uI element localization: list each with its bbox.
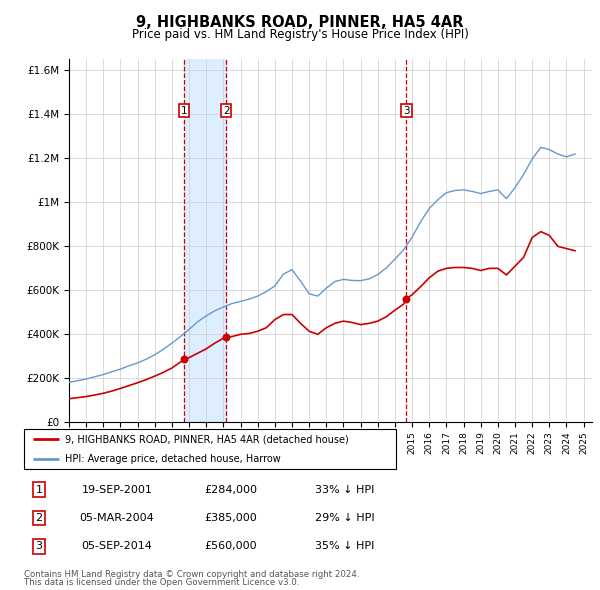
Text: 1: 1 [181,106,188,116]
Text: HPI: Average price, detached house, Harrow: HPI: Average price, detached house, Harr… [65,454,281,464]
Bar [184,59,226,422]
Text: Contains HM Land Registry data © Crown copyright and database right 2024.: Contains HM Land Registry data © Crown c… [24,570,359,579]
Text: Price paid vs. HM Land Registry's House Price Index (HPI): Price paid vs. HM Land Registry's House … [131,28,469,41]
Text: 1: 1 [35,485,43,494]
Text: 19-SEP-2001: 19-SEP-2001 [82,485,152,494]
FancyBboxPatch shape [24,429,396,469]
Text: 05-MAR-2004: 05-MAR-2004 [80,513,154,523]
Text: 35% ↓ HPI: 35% ↓ HPI [316,542,374,551]
Text: £385,000: £385,000 [205,513,257,523]
Text: 33% ↓ HPI: 33% ↓ HPI [316,485,374,494]
Text: 05-SEP-2014: 05-SEP-2014 [82,542,152,551]
Text: 9, HIGHBANKS ROAD, PINNER, HA5 4AR: 9, HIGHBANKS ROAD, PINNER, HA5 4AR [136,15,464,30]
Point [221,333,231,342]
Text: 9, HIGHBANKS ROAD, PINNER, HA5 4AR (detached house): 9, HIGHBANKS ROAD, PINNER, HA5 4AR (deta… [65,434,349,444]
Text: 3: 3 [403,106,410,116]
Text: 2: 2 [35,513,43,523]
Text: 29% ↓ HPI: 29% ↓ HPI [315,513,375,523]
Text: This data is licensed under the Open Government Licence v3.0.: This data is licensed under the Open Gov… [24,578,299,588]
Text: 3: 3 [35,542,43,551]
Text: 2: 2 [223,106,230,116]
Point [179,355,189,364]
Text: £284,000: £284,000 [205,485,257,494]
Text: £560,000: £560,000 [205,542,257,551]
Point [401,294,411,303]
